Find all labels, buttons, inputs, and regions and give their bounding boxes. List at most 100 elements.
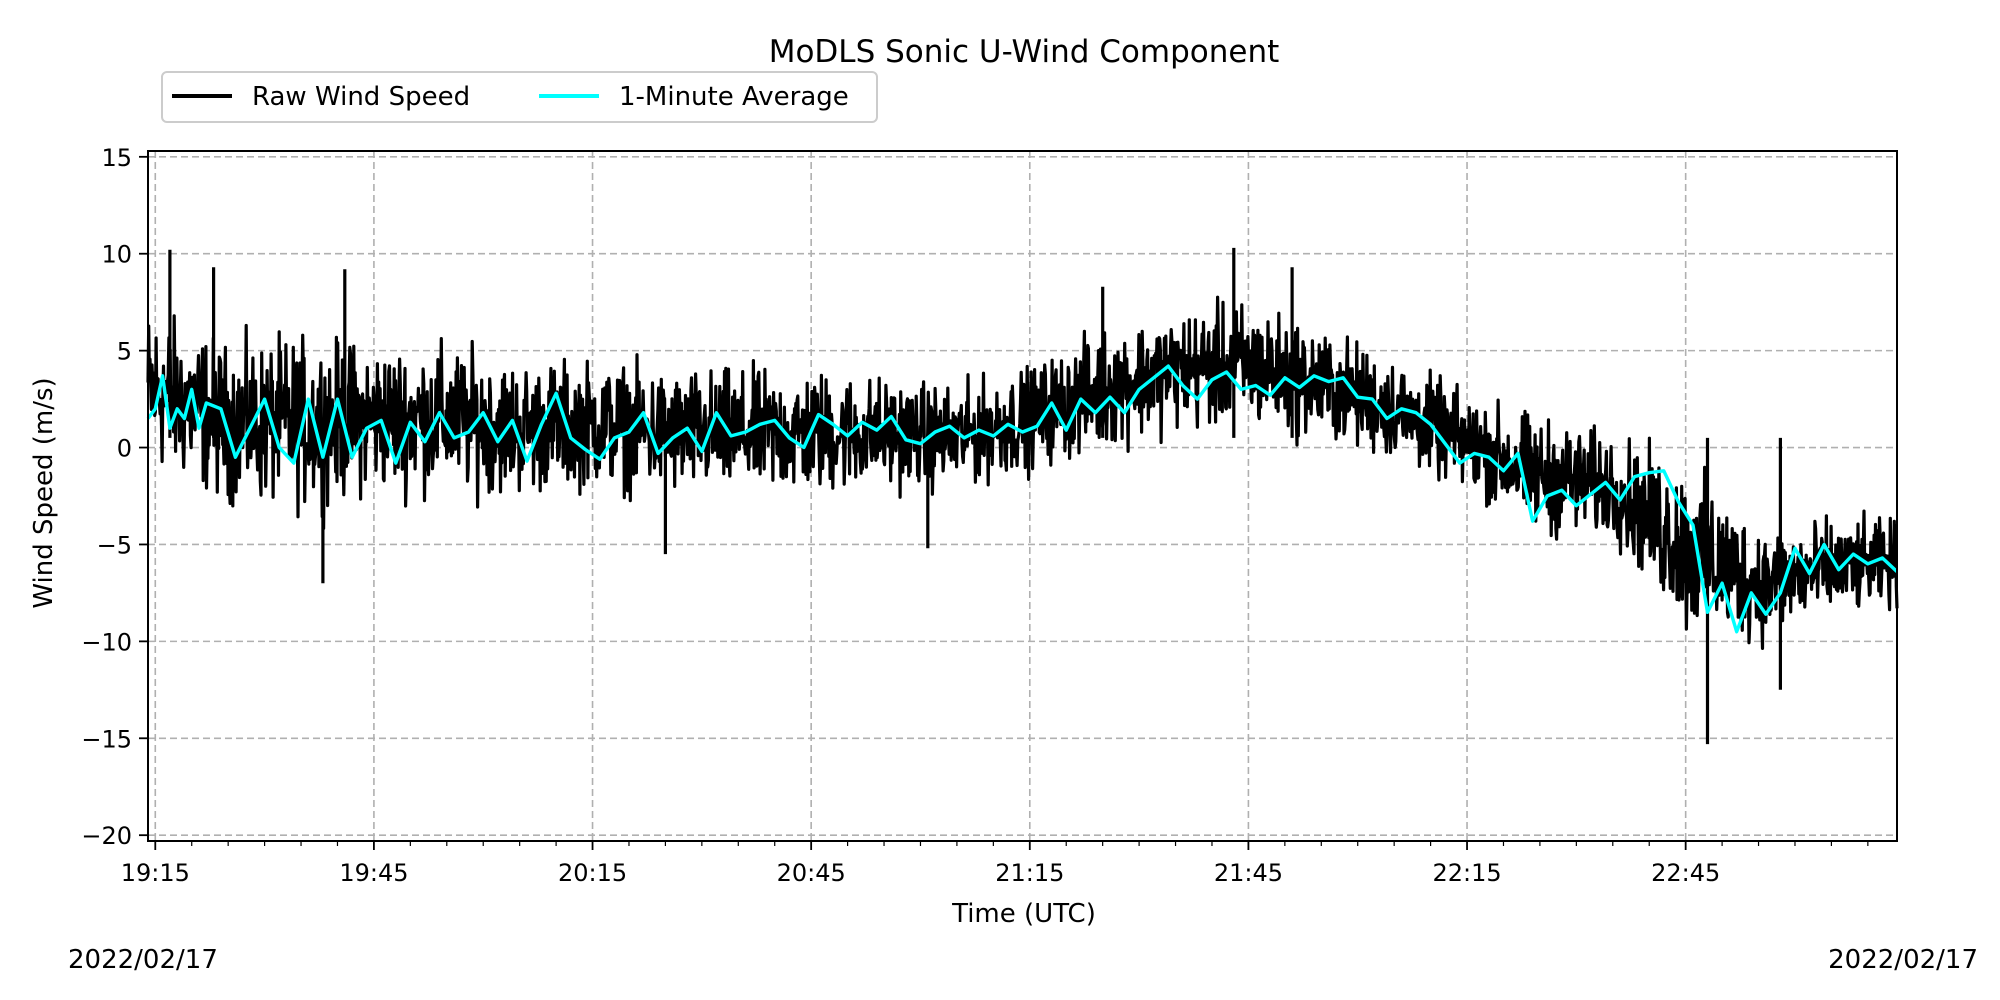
average-point [1386,417,1388,420]
average-point [1007,423,1009,426]
average-point [919,442,922,445]
average-point [1575,504,1578,507]
average-point [220,408,222,410]
average-point [307,398,310,400]
x-tick-label: 22:45 [1651,859,1720,887]
average-point [1867,563,1869,565]
average-point [1240,388,1242,391]
average-point [992,435,995,437]
average-point [788,437,791,439]
average-point [1094,411,1097,414]
raw-wind-speed-line [146,247,1899,745]
average-point [701,450,703,453]
average-point [1590,493,1592,495]
average-point [1619,499,1621,501]
average-point [1546,495,1548,497]
average-point [715,411,718,414]
average-point [1400,408,1403,410]
average-point [511,419,514,422]
y-axis-label: Wind Speed (m/s) [29,377,59,608]
average-point [861,421,863,424]
grid-lines [148,151,1897,841]
x-tick-label: 20:45 [777,859,846,887]
average-point [1080,398,1082,400]
average-point [365,427,368,430]
average-point [613,437,616,439]
average-point [1444,442,1446,445]
average-point [744,431,747,433]
average-point [1109,396,1111,399]
average-point [322,456,324,459]
average-point [628,431,630,433]
average-point [1167,365,1170,367]
average-point [1517,452,1519,455]
average-point [1561,489,1563,492]
average-point [1065,429,1067,431]
average-point [1429,423,1432,426]
average-point [154,408,157,410]
average-point [1254,384,1257,387]
average-point [934,431,936,433]
legend-label-raw: Raw Wind Speed [252,82,470,112]
x-tick-label: 21:45 [1214,859,1283,887]
y-axis-ticks: 15 10 5 0 −5 −10 −15 −20 [81,144,148,850]
average-point [1794,547,1796,550]
average-point [497,440,499,443]
average-point [380,419,383,422]
raw-wind-speed-series [146,247,1899,745]
average-point [1633,475,1636,478]
average-point [978,429,980,431]
legend-label-average: 1-Minute Average [619,82,849,112]
average-point [1459,462,1461,464]
y-tick-label: 10 [101,241,132,269]
average-point [730,435,732,437]
average-point [1502,470,1505,472]
average-point [599,458,601,461]
average-point [905,439,907,441]
average-point [1837,568,1840,571]
average-point [1225,371,1228,373]
average-point [642,411,645,414]
y-tick-label: −10 [81,628,132,656]
average-point [249,427,251,430]
average-point [1036,425,1038,428]
average-point [1269,394,1272,397]
average-point [438,411,441,414]
average-point [1356,396,1359,399]
x-tick-label: 20:15 [558,859,627,887]
average-point [1138,388,1140,391]
y-tick-label: −20 [81,822,132,850]
average-point [657,452,659,455]
average-point [876,429,878,431]
average-point [1473,452,1476,455]
legend: Raw Wind Speed 1-Minute Average [161,71,878,123]
average-point [190,388,193,391]
x-tick-label: 21:15 [995,859,1064,887]
y-tick-label: 5 [117,338,132,366]
average-point [293,462,295,464]
average-point [453,437,455,439]
average-point [671,437,674,439]
average-point [1531,520,1534,522]
y-tick-label: −15 [81,725,132,753]
average-point [1298,386,1301,389]
average-point [1823,543,1825,546]
average-point [1284,377,1286,379]
average-point [1779,592,1782,594]
average-point [584,448,587,451]
average-point [1152,377,1155,379]
date-label-right: 2022/02/17 [1828,945,1978,975]
average-point [569,437,572,439]
average-point [1211,378,1213,381]
average-point [1706,611,1709,614]
average-point [1327,380,1330,383]
average-point [1881,557,1884,559]
average-point [1371,398,1374,400]
x-tick-label: 19:15 [121,859,190,887]
average-point [1721,582,1723,584]
average-point [395,462,397,464]
average-point [1342,377,1344,379]
average-point [1765,613,1767,615]
average-point [1123,411,1126,414]
